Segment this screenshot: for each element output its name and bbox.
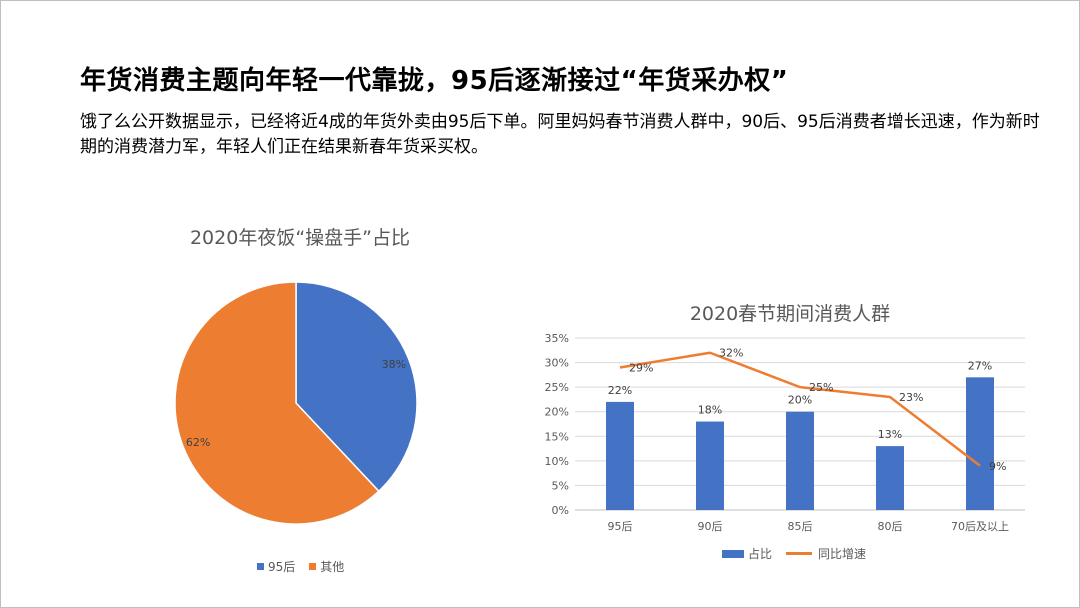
pie-data-label-0: 38% [382,358,406,371]
combo-legend-swatch-share [722,549,744,558]
pie-legend-item-95: 95后 [257,558,295,575]
line-data-label-4: 9% [989,460,1006,473]
x-tick-label-2: 85后 [788,520,813,533]
pie-legend-swatch-other [309,563,317,570]
x-tick-label-4: 70后及以上 [951,520,1009,533]
line-data-label-1: 32% [719,347,743,360]
bar-data-label-1: 18% [698,404,722,417]
bar-data-label-4: 27% [968,359,992,372]
slide-title: 年货消费主题向年轻一代靠拢，95后逐渐接过“年货采办权” [80,66,789,96]
x-tick-label-1: 90后 [698,520,723,533]
growth-line [619,351,981,467]
y-tick-label-7: 35% [545,332,569,345]
y-tick-label-1: 5% [552,479,569,492]
y-tick-label-6: 30% [545,357,569,370]
combo-legend: 占比 同比增速 [722,545,880,562]
combo-legend-item-share: 占比 [722,545,772,562]
line-data-label-0: 29% [629,361,653,374]
line-data-label-3: 23% [899,391,923,404]
pie-data-label-1: 62% [186,436,210,449]
y-tick-label-0: 0% [552,504,569,517]
y-tick-label-3: 15% [545,430,569,443]
combo-legend-line-growth [786,552,813,555]
pie-slice-1 [174,281,380,525]
combo-legend-label-share: 占比 [748,547,773,561]
pie-slice-0 [295,281,418,493]
line-data-label-2: 25% [809,381,833,394]
bar-data-label-2: 20% [788,394,812,407]
bar-3 [876,446,904,510]
bar-1 [696,421,724,510]
y-tick-label-4: 20% [545,406,569,419]
bar-2 [786,411,814,510]
bar-0 [606,401,634,510]
combo-legend-item-growth: 同比增速 [786,545,866,562]
slide-description: 饿了么公开数据显示，已经将近4成的年货外卖由95后下单。阿里妈妈春节消费人群中，… [80,112,1040,157]
pie-legend-label-95: 95后 [268,560,296,574]
pie-legend-label-other: 其他 [320,560,345,574]
x-tick-label-0: 95后 [608,520,633,533]
y-tick-label-5: 25% [545,381,569,394]
pie-legend-swatch-95 [257,563,264,570]
combo-legend-label-growth: 同比增速 [818,547,867,561]
pie-legend-item-other: 其他 [309,558,344,575]
y-tick-label-2: 10% [545,455,569,468]
bar-4 [966,377,994,510]
combo-chart-title: 2020春节期间消费人群 [689,303,891,325]
bar-data-label-3: 13% [878,428,902,441]
pie-chart-title: 2020年夜饭“操盘手”占比 [189,227,411,249]
pie-legend: 95后 其他 [257,558,358,575]
x-tick-label-3: 80后 [878,520,903,533]
bar-data-label-0: 22% [608,384,632,397]
